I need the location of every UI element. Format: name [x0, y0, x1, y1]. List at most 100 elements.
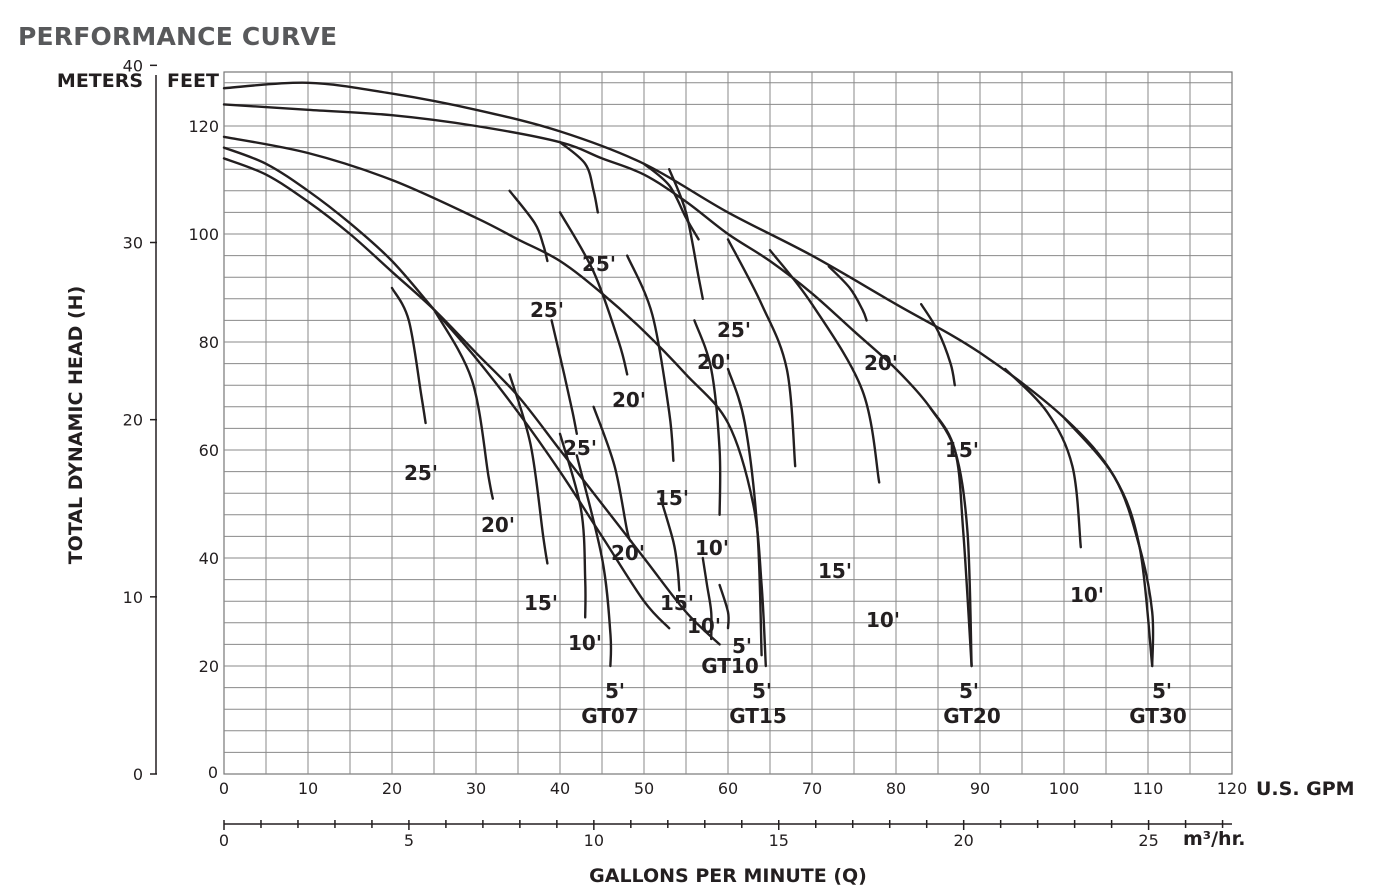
gpm-tick-label: 60	[718, 779, 738, 798]
curves	[222, 81, 1155, 668]
gt20-curve-10ft	[768, 249, 881, 484]
gt07-curve-15ft	[508, 373, 549, 565]
gt30-model-label: GT30	[1129, 704, 1187, 728]
gt10-curve-20ft	[592, 405, 633, 543]
gt07-curve-label: 15'	[524, 591, 558, 615]
gt10-curve-label: 20'	[611, 541, 645, 565]
gt10-pump-curve	[222, 157, 721, 646]
gt07-curve-label: 5'	[605, 679, 625, 703]
gt07-curve-5ft	[575, 454, 613, 668]
meters-tick-label: 10	[123, 588, 143, 607]
gt07-curve-label: 25'	[404, 461, 438, 485]
meters-tick-label: 0	[133, 765, 143, 784]
gt15-curve-20ft	[558, 211, 629, 376]
gt07-pump-curve	[222, 146, 671, 630]
gt15-curve-5ft	[726, 367, 763, 657]
m3-tick-label: 25	[1138, 831, 1158, 850]
m3-tick-label: 20	[954, 831, 974, 850]
meters-tick-label: 20	[123, 411, 143, 430]
gt30-curve-10ft	[1004, 367, 1082, 549]
gpm-tick-label: 110	[1133, 779, 1164, 798]
gt07-curve-label: 20'	[481, 513, 515, 537]
feet-tick-label: 80	[199, 333, 219, 352]
feet-tick-label: 100	[188, 225, 219, 244]
gt20-curve-label: 20'	[697, 350, 731, 374]
gt20-curve-25ft	[558, 141, 599, 214]
gt30-curve-label: 20'	[864, 351, 898, 375]
gt20-curve-20ft	[668, 168, 704, 300]
gt10-curve-5ft	[718, 583, 730, 630]
gpm-tick-label: 0	[219, 779, 229, 798]
x-m3-label: m³/hr.	[1183, 828, 1245, 850]
gt10-curve-15ft	[659, 497, 681, 592]
gt10-curve-label: 15'	[660, 591, 694, 615]
y-axis-title: TOTAL DYNAMIC HEAD (H)	[65, 286, 87, 565]
gt10-curve-25ft	[550, 319, 578, 435]
gt10-curve-label: 5'	[732, 634, 752, 658]
gpm-tick-label: 40	[550, 779, 570, 798]
gt20-curve-label: 5'	[959, 679, 979, 703]
meters-tick-label: 30	[123, 234, 143, 253]
feet-tick-label: 60	[199, 441, 219, 460]
m3-tick-label: 10	[584, 831, 604, 850]
feet-tick-label: 120	[188, 117, 219, 136]
gt20-curve-5ft	[928, 405, 973, 668]
gt15-curve-label: 25'	[530, 298, 564, 322]
gt15-model-label: GT15	[729, 704, 787, 728]
gt30-curve-15ft	[920, 303, 956, 387]
gpm-tick-label: 80	[886, 779, 906, 798]
gt20-curve-15ft	[726, 238, 797, 468]
gt30-curve-5ft	[1062, 416, 1154, 668]
gpm-tick-label: 90	[970, 779, 990, 798]
feet-tick-label: 0	[208, 763, 218, 782]
gt30-curve-25ft	[642, 162, 700, 241]
gt10-curve-label: 10'	[687, 614, 721, 638]
feet-tick-label: 40	[199, 549, 219, 568]
gpm-tick-label: 30	[466, 779, 486, 798]
gt20-curve-label: 10'	[866, 608, 900, 632]
gt07-curve-label: 10'	[568, 631, 602, 655]
m3-tick-label: 5	[404, 831, 414, 850]
chart-title: PERFORMANCE CURVE	[18, 22, 338, 51]
gt30-curve-label: 5'	[1152, 679, 1172, 703]
gt20-curve-label: 25'	[582, 252, 616, 276]
gt07-curve-20ft	[432, 308, 494, 500]
gt30-curve-label: 15'	[945, 438, 979, 462]
gt15-curve-25ft	[508, 189, 549, 263]
gpm-tick-label: 50	[634, 779, 654, 798]
gt30-curve-label: 10'	[1070, 583, 1104, 607]
gt20-curve-label: 15'	[818, 559, 852, 583]
gt20-model-label: GT20	[943, 704, 1001, 728]
gt10-model-label: GT10	[701, 654, 759, 678]
gt30-curve-20ft	[827, 265, 868, 322]
gpm-tick-label: 70	[802, 779, 822, 798]
gt07-model-label: GT07	[581, 704, 639, 728]
gt07-curve-10ft	[558, 432, 587, 619]
y-meters-label: METERS	[57, 70, 143, 92]
gt15-curve-15ft	[626, 254, 675, 462]
feet-tick-label: 20	[199, 657, 219, 676]
meters-tick-label: 40	[123, 56, 143, 75]
m3-tick-label: 0	[219, 831, 229, 850]
x-gpm-label: U.S. GPM	[1256, 778, 1355, 800]
gt15-curve-label: 20'	[612, 388, 646, 412]
m3-tick-label: 15	[769, 831, 789, 850]
gt07-curve-25ft	[390, 286, 427, 425]
gt15-curve-label: 10'	[695, 536, 729, 560]
x-axis-title: GALLONS PER MINUTE (Q)	[589, 865, 867, 887]
curve-labels: 25'20'15'10'5'GT0725'20'15'10'5'GT1025'2…	[404, 252, 1187, 728]
gpm-tick-label: 10	[298, 779, 318, 798]
gt10-curve-label: 25'	[563, 436, 597, 460]
y-feet-label: FEET	[167, 70, 219, 92]
gt30-curve-label: 25'	[717, 318, 751, 342]
gt15-curve-10ft	[693, 319, 722, 516]
grid	[223, 71, 1233, 775]
gt10-curve-10ft	[701, 556, 713, 641]
gt15-curve-label: 15'	[655, 486, 689, 510]
gpm-tick-label: 100	[1049, 779, 1080, 798]
gpm-tick-label: 20	[382, 779, 402, 798]
gpm-tick-label: 120	[1217, 779, 1248, 798]
gt15-curve-label: 5'	[752, 679, 772, 703]
